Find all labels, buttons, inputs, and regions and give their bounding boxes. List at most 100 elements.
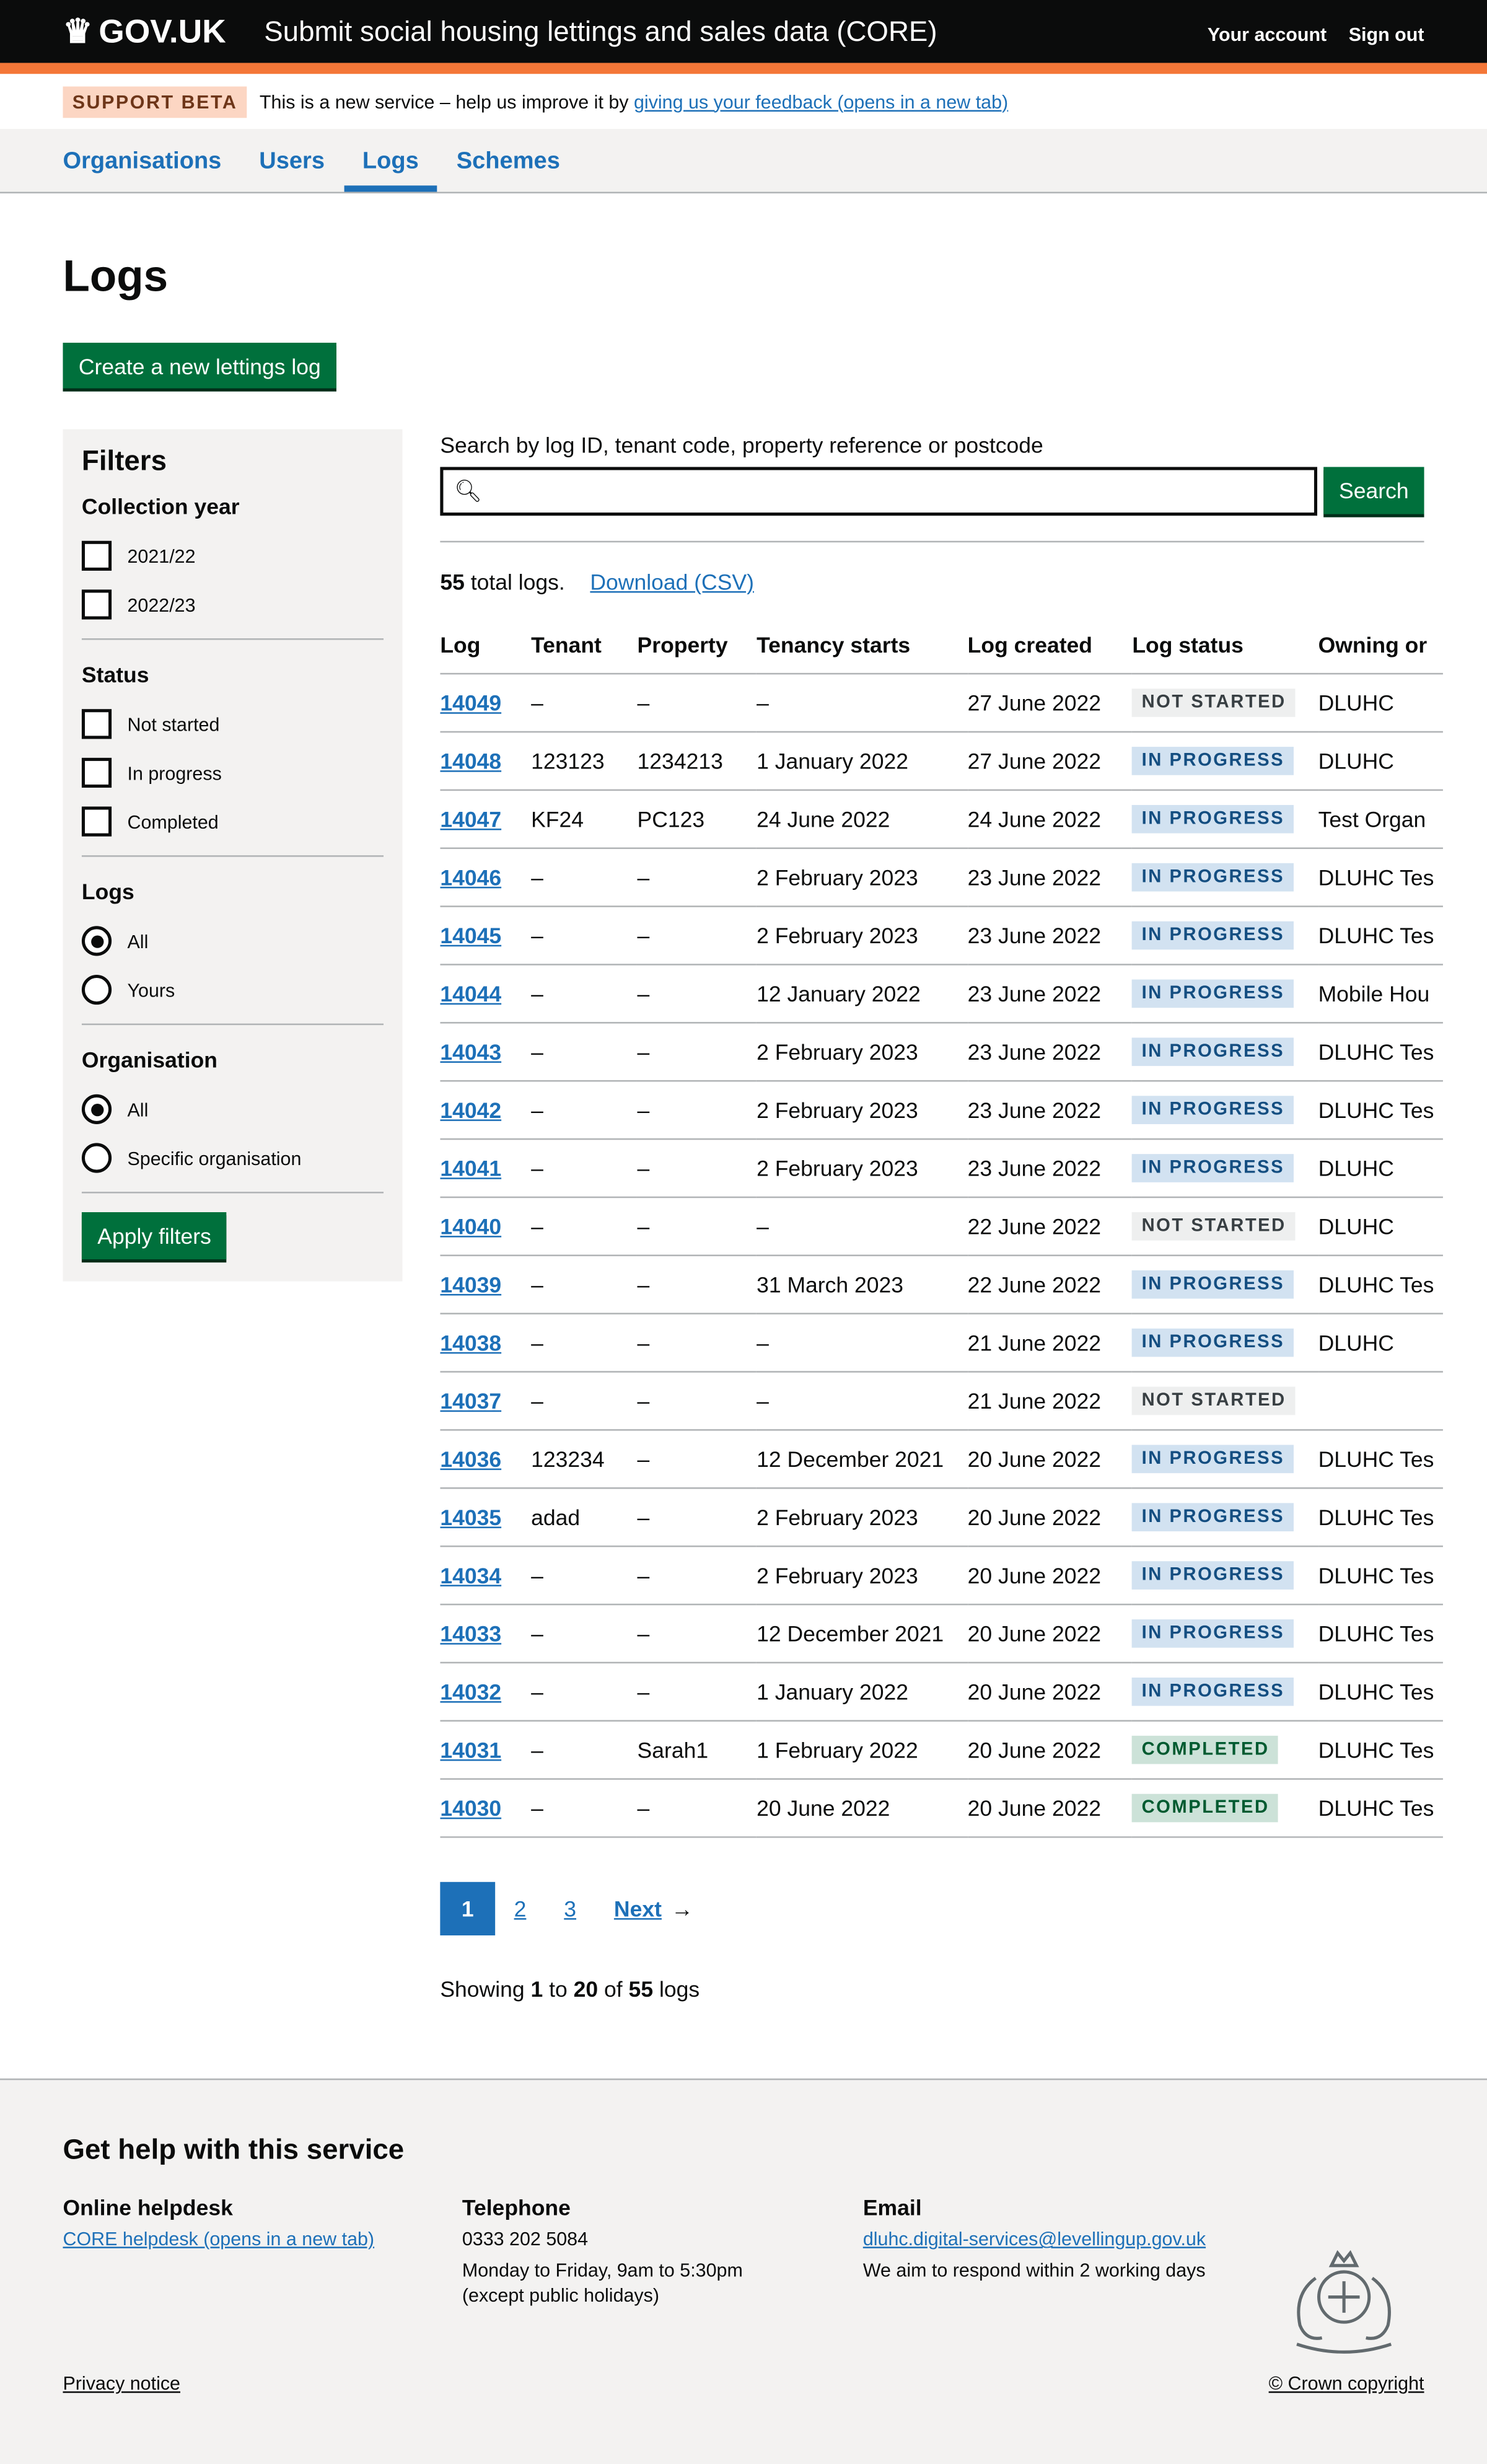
- govuk-logo[interactable]: ♛ GOV.UK: [63, 12, 226, 51]
- log-id-link[interactable]: 14035: [440, 1503, 502, 1529]
- table-cell: 2 February 2023: [757, 1022, 968, 1081]
- radio[interactable]: [81, 1143, 112, 1173]
- log-id-link[interactable]: 14041: [440, 1155, 502, 1181]
- log-id-link[interactable]: 14040: [440, 1213, 502, 1238]
- table-row: 14046– –2 February 2023 23 June 2022 IN PRO…: [440, 847, 1443, 907]
- log-id-link[interactable]: 14037: [440, 1387, 502, 1413]
- privacy-notice-link[interactable]: Privacy notice: [63, 2372, 181, 2395]
- log-id-link[interactable]: 14042: [440, 1096, 502, 1122]
- checkbox-2022-23[interactable]: 2022/23: [81, 580, 384, 629]
- checkbox[interactable]: [81, 589, 112, 620]
- text: logs: [659, 1976, 700, 2002]
- table-cell: 14031: [440, 1720, 532, 1779]
- table-row: 14032– –1 January 2022 20 June 2022 IN PROG…: [440, 1661, 1443, 1721]
- feedback-link[interactable]: giving us your feedback (opens in a new …: [634, 90, 1009, 113]
- table-cell: 20 June 2022: [967, 1545, 1133, 1605]
- radio[interactable]: [81, 926, 112, 956]
- radio-logs-yours[interactable]: Yours: [81, 966, 384, 1014]
- create-lettings-log-button[interactable]: Create a new lettings log: [63, 343, 337, 389]
- search-input[interactable]: 🔍︎: [440, 467, 1318, 516]
- log-id-link[interactable]: 14036: [440, 1445, 502, 1471]
- log-id-link[interactable]: 14045: [440, 922, 502, 948]
- helpdesk-link[interactable]: CORE helpdesk (opens in a new tab): [63, 2227, 375, 2250]
- table-cell: Mobile Hou: [1318, 964, 1443, 1023]
- next-page-link[interactable]: Next: [613, 1896, 662, 1922]
- page-2-link[interactable]: 2: [514, 1896, 527, 1922]
- nav-organisations[interactable]: Organisations: [63, 147, 222, 175]
- option-label: Yours: [127, 979, 175, 1001]
- log-id-link[interactable]: 14034: [440, 1562, 502, 1588]
- nav-schemes[interactable]: Schemes: [456, 147, 560, 175]
- radio-logs-all[interactable]: All: [81, 917, 384, 966]
- table-cell: Test Organ: [1318, 789, 1443, 848]
- total-label: total logs.: [470, 569, 565, 594]
- log-id-link[interactable]: 14046: [440, 864, 502, 889]
- log-id-link[interactable]: 14048: [440, 747, 502, 773]
- radio[interactable]: [81, 974, 112, 1005]
- radio[interactable]: [81, 1094, 112, 1124]
- table-cell: 14043: [440, 1022, 532, 1081]
- log-id-link[interactable]: 14049: [440, 689, 502, 715]
- crown-copyright-link[interactable]: © Crown copyright: [1268, 2372, 1424, 2395]
- text: Showing: [440, 1976, 525, 2002]
- your-account-link[interactable]: Your account: [1207, 24, 1327, 46]
- table-cell: PC123: [637, 789, 757, 848]
- filter-organisation: Organisation All Specific organisation: [81, 1047, 384, 1194]
- log-id-link[interactable]: 14030: [440, 1794, 502, 1820]
- total-count: 55: [440, 569, 465, 594]
- table-cell: 12 December 2021: [757, 1429, 968, 1489]
- status-badge: NOT STARTED: [1132, 689, 1296, 717]
- table-cell: DLUHC: [1318, 672, 1443, 732]
- checkbox-2021-22[interactable]: 2021/22: [81, 532, 384, 581]
- apply-filters-button[interactable]: Apply filters: [81, 1212, 227, 1260]
- log-id-link[interactable]: 14032: [440, 1678, 502, 1704]
- nav-users[interactable]: Users: [259, 147, 325, 175]
- checkbox[interactable]: [81, 757, 112, 788]
- table-cell: DLUHC Tes: [1318, 1254, 1443, 1314]
- log-id-link[interactable]: 14047: [440, 806, 502, 831]
- heading: Telephone: [462, 2194, 571, 2220]
- search-button[interactable]: Search: [1323, 467, 1424, 514]
- table-cell: –: [531, 1080, 638, 1140]
- table-cell: 23 June 2022: [967, 905, 1133, 965]
- checkbox-not-started[interactable]: Not started: [81, 700, 384, 749]
- table-cell: 14046: [440, 847, 532, 907]
- download-csv-link[interactable]: Download (CSV): [590, 569, 754, 594]
- checkbox-completed[interactable]: Completed: [81, 797, 384, 846]
- log-id-link[interactable]: 14033: [440, 1620, 502, 1645]
- nav-logs[interactable]: Logs: [343, 129, 438, 192]
- table-cell: –: [531, 1254, 638, 1314]
- footer-title: Get help with this service: [63, 2133, 405, 2165]
- checkbox-in-progress[interactable]: In progress: [81, 749, 384, 798]
- table-cell: DLUHC: [1318, 1138, 1443, 1197]
- page-current[interactable]: 1: [440, 1881, 496, 1936]
- table-cell: IN PROGRESS: [1132, 731, 1318, 790]
- radio-org-specific[interactable]: Specific organisation: [81, 1133, 384, 1182]
- table-cell: 20 June 2022: [967, 1661, 1133, 1721]
- logs-table-container[interactable]: Log Tenant Property Tenancy starts Log creat…: [440, 616, 1443, 1837]
- sign-out-link[interactable]: Sign out: [1348, 24, 1424, 46]
- log-id-link[interactable]: 14044: [440, 980, 502, 1006]
- page-3-link[interactable]: 3: [564, 1896, 577, 1922]
- table-cell: 1234213: [637, 731, 757, 790]
- log-id-link[interactable]: 14043: [440, 1038, 502, 1064]
- status-badge: IN PROGRESS: [1132, 1328, 1294, 1357]
- table-row: 14048 123123 1234213 1 January 2022 27 June …: [440, 731, 1443, 790]
- log-id-link[interactable]: 14031: [440, 1736, 502, 1762]
- table-cell: 1 January 2022: [757, 731, 968, 790]
- checkbox[interactable]: [81, 709, 112, 739]
- checkbox[interactable]: [81, 806, 112, 837]
- log-id-link[interactable]: 14038: [440, 1329, 502, 1355]
- table-cell: 123123: [531, 731, 638, 790]
- table-cell: 14040: [440, 1196, 532, 1256]
- checkbox[interactable]: [81, 540, 112, 571]
- log-id-link[interactable]: 14039: [440, 1271, 502, 1296]
- table-cell: 2 February 2023: [757, 1487, 968, 1547]
- filter-collection-year: Collection year 2021/22 2022/23: [81, 494, 384, 640]
- filter-logs: Logs All Yours: [81, 879, 384, 1026]
- email-link[interactable]: dluhc.digital-services@levellingup.gov.u…: [862, 2227, 1206, 2250]
- table-cell: –: [757, 1196, 968, 1256]
- filters-title: Filters: [81, 444, 167, 477]
- service-name-link[interactable]: Submit social housing lettings and sales…: [264, 15, 937, 48]
- radio-org-all[interactable]: All: [81, 1085, 384, 1134]
